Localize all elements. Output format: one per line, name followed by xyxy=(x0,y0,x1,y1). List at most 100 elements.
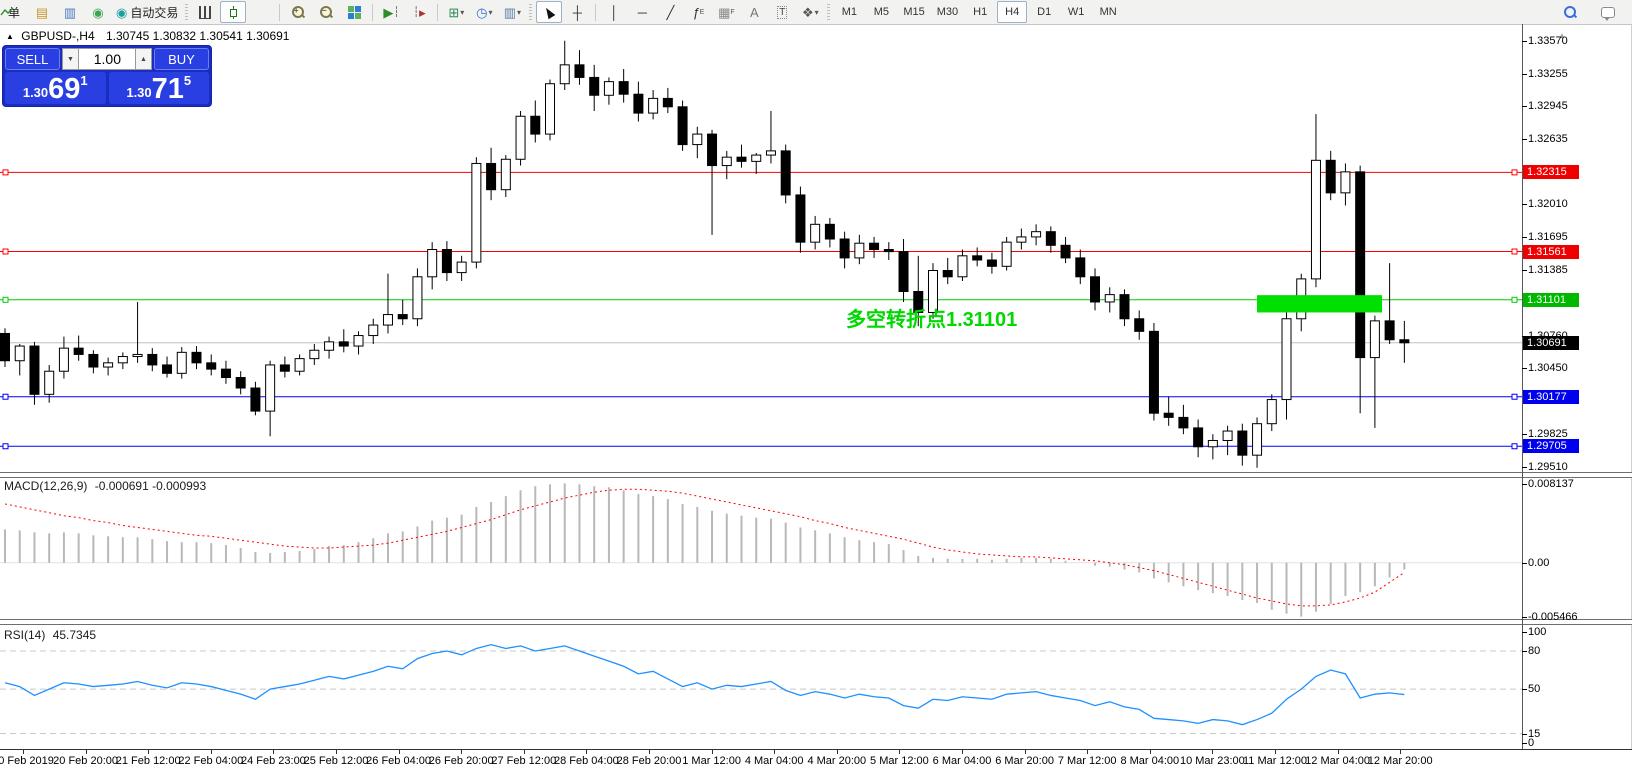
volume-increase-button[interactable]: ▲ xyxy=(135,48,152,70)
sell-price[interactable]: 1.30 69 1 xyxy=(5,72,106,104)
candle-body xyxy=(751,154,762,162)
candle-body xyxy=(29,345,40,395)
cursor-icon[interactable] xyxy=(536,1,563,23)
line-chart-icon[interactable] xyxy=(0,1,274,23)
time-tick-label: 26 Feb 20:00 xyxy=(428,755,494,767)
line-handle[interactable] xyxy=(2,248,9,255)
time-tick xyxy=(23,750,24,754)
line-handle[interactable] xyxy=(1511,248,1518,255)
time-tick-label: 4 Mar 04:00 xyxy=(744,755,804,767)
time-tick-label: 4 Mar 20:00 xyxy=(807,755,867,767)
chart-annotation-text[interactable]: 多空转折点1.31101 xyxy=(846,309,1018,331)
zoom-out-icon[interactable]: − xyxy=(313,1,339,23)
line-handle[interactable] xyxy=(2,169,9,176)
time-tick xyxy=(148,750,150,754)
timeframe-h4[interactable]: H4 xyxy=(997,1,1028,23)
vertical-line-icon[interactable]: │ xyxy=(610,4,619,20)
candle-body xyxy=(1163,412,1174,418)
bar-chart-icon[interactable] xyxy=(192,1,218,23)
candle-body xyxy=(73,347,84,355)
crosshair-icon[interactable]: ┼ xyxy=(572,4,582,20)
time-tick-label: 6 Mar 04:00 xyxy=(932,755,992,767)
candle-body xyxy=(1148,330,1159,414)
line-handle[interactable] xyxy=(1511,169,1518,176)
volume-decrease-button[interactable]: ▼ xyxy=(62,48,79,70)
timeframe-d1[interactable]: D1 xyxy=(1037,6,1052,18)
text-icon[interactable]: A xyxy=(750,4,759,20)
highlight-band[interactable] xyxy=(1257,295,1382,313)
pane-separator[interactable] xyxy=(0,619,1632,625)
candle-body xyxy=(0,332,10,362)
buy-button[interactable]: BUY xyxy=(154,48,209,70)
new-order-button[interactable]: 单 xyxy=(1,1,27,23)
time-tick xyxy=(586,750,588,754)
text-label-icon[interactable]: T xyxy=(777,5,788,19)
one-click-trading-panel: SELL ▼ 1.00 ▲ BUY 1.30 69 1 1.30 71 5 xyxy=(2,45,212,107)
line-price-label: 1.30177 xyxy=(1523,390,1579,404)
candle-body xyxy=(58,347,69,372)
candle-body xyxy=(559,64,570,85)
line-handle[interactable] xyxy=(1511,393,1518,400)
tile-windows-icon[interactable] xyxy=(341,1,367,23)
chart-shift-icon[interactable]: ┆ ▸ xyxy=(413,4,426,20)
timeframe-m5[interactable]: M5 xyxy=(873,6,889,18)
candle-body xyxy=(441,249,452,274)
sell-button[interactable]: SELL xyxy=(5,48,60,70)
candle-body xyxy=(1325,159,1336,194)
axis-tick xyxy=(1522,734,1527,735)
candle-body xyxy=(574,64,585,78)
timeframe-mn[interactable]: MN xyxy=(1099,6,1117,18)
time-tick-label: 1 Mar 12:00 xyxy=(682,755,741,767)
autotrade-button[interactable]: ◉ 自动交易 xyxy=(113,1,181,23)
timeframe-m15[interactable]: M15 xyxy=(903,6,925,18)
line-handle[interactable] xyxy=(2,443,9,450)
line-handle[interactable] xyxy=(1511,296,1518,303)
time-tick xyxy=(1024,750,1026,754)
rsi-pane[interactable] xyxy=(0,625,1522,749)
candle-body xyxy=(1001,241,1012,267)
new-chart-icon[interactable]: ⊞ ▾ xyxy=(448,4,465,20)
arrows-icon[interactable]: ❖ ▾ xyxy=(802,4,819,20)
templates-icon[interactable]: ▥ ▾ xyxy=(503,4,522,20)
candle-body xyxy=(986,259,997,267)
pane-separator[interactable] xyxy=(0,472,1632,478)
terminal-icon[interactable]: ▥ xyxy=(63,4,77,20)
search-icon[interactable] xyxy=(1557,1,1583,23)
candlestick-chart-icon[interactable] xyxy=(220,1,247,23)
line-handle[interactable] xyxy=(1511,443,1518,450)
collapse-panel-icon[interactable]: ▲ xyxy=(6,32,14,41)
candle-body xyxy=(515,115,526,160)
trendline-icon[interactable]: ╱ xyxy=(666,4,675,20)
price-tick-label: 1.32635 xyxy=(1528,133,1568,145)
candle-body xyxy=(1237,430,1248,456)
sell-price-small: 1.30 xyxy=(22,85,49,100)
buy-price[interactable]: 1.30 71 5 xyxy=(108,72,209,104)
chat-icon[interactable] xyxy=(1595,1,1621,23)
zoom-in-icon[interactable]: + xyxy=(285,1,311,23)
auto-scroll-icon[interactable]: ▶ ┆ xyxy=(383,4,400,20)
signals-icon[interactable]: ◉ xyxy=(92,4,104,20)
macd-pane[interactable] xyxy=(0,477,1522,619)
timeframe-w1[interactable]: W1 xyxy=(1067,6,1085,18)
candle-body xyxy=(191,351,202,364)
axis-tick xyxy=(1522,563,1527,564)
timeframe-h1[interactable]: H1 xyxy=(973,6,988,18)
fibonacci-icon[interactable]: ▦ F xyxy=(718,4,735,20)
candle-body xyxy=(382,314,393,326)
line-handle[interactable] xyxy=(2,393,9,400)
time-tick xyxy=(398,750,400,754)
timeframe-m30[interactable]: M30 xyxy=(936,6,959,18)
profiles-icon[interactable]: ◷ ▾ xyxy=(476,4,493,20)
time-tick xyxy=(899,750,901,754)
volume-input[interactable]: 1.00 xyxy=(79,48,135,70)
candle-body xyxy=(176,351,187,374)
timeframe-m1[interactable]: M1 xyxy=(841,6,857,18)
horizontal-line-icon[interactable]: ─ xyxy=(637,4,647,20)
price-chart[interactable] xyxy=(0,24,1522,472)
time-tick xyxy=(1087,750,1089,754)
axis-tick xyxy=(1522,106,1527,107)
new-order-icon[interactable]: ▤ xyxy=(35,4,49,20)
line-handle[interactable] xyxy=(2,296,9,303)
